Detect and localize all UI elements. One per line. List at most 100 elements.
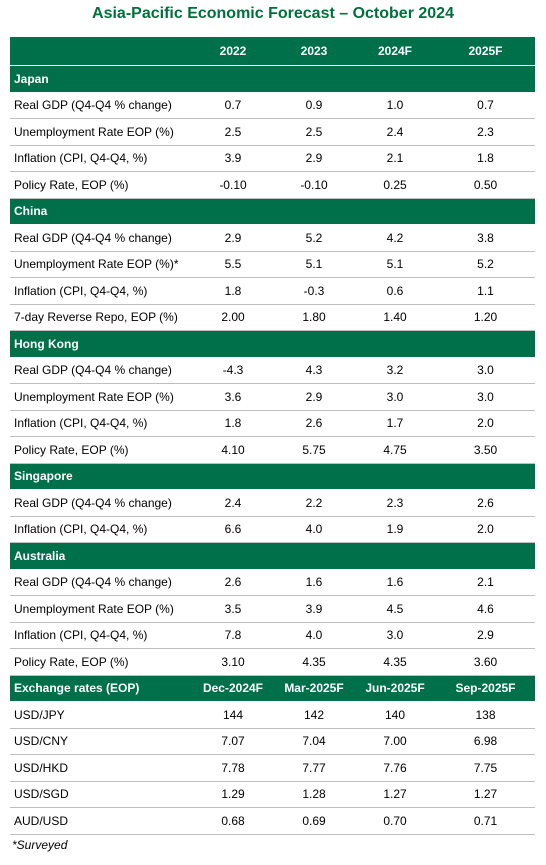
value: 5.2 xyxy=(274,224,354,252)
value: 5.2 xyxy=(436,251,535,278)
value: -0.3 xyxy=(274,277,354,305)
value: 138 xyxy=(436,701,535,729)
value: -0.10 xyxy=(274,171,354,199)
row-label: Real GDP (Q4-Q4 % change) xyxy=(10,489,192,517)
value: 3.50 xyxy=(436,436,535,464)
data-row: Real GDP (Q4-Q4 % change) 0.7 0.9 1.0 0.7 xyxy=(10,92,535,119)
value: 2.9 xyxy=(274,145,354,172)
value: 2.1 xyxy=(436,569,535,596)
data-row: Inflation (CPI, Q4-Q4, %) 1.8 -0.3 0.6 1.1 xyxy=(10,277,535,305)
value: 2.4 xyxy=(192,489,274,517)
value: 2.0 xyxy=(436,516,535,543)
section-name: Australia xyxy=(10,542,535,570)
row-label: Real GDP (Q4-Q4 % change) xyxy=(10,224,192,252)
value: 5.75 xyxy=(274,436,354,464)
row-label: Unemployment Rate EOP (%)* xyxy=(10,251,192,278)
value: 4.35 xyxy=(274,648,354,676)
row-label: Unemployment Rate EOP (%) xyxy=(10,118,192,146)
value: 2.6 xyxy=(192,569,274,596)
value: 3.10 xyxy=(192,648,274,676)
data-row: Inflation (CPI, Q4-Q4, %) 7.8 4.0 3.0 2.9 xyxy=(10,622,535,649)
value: 2.6 xyxy=(436,489,535,517)
row-label: Inflation (CPI, Q4-Q4, %) xyxy=(10,516,192,543)
value: 1.6 xyxy=(274,569,354,596)
value: 1.27 xyxy=(436,781,535,808)
value: 7.8 xyxy=(192,622,274,649)
value: -0.10 xyxy=(192,171,274,199)
data-row: Unemployment Rate EOP (%)* 5.5 5.1 5.1 5.2 xyxy=(10,251,535,278)
row-label: Unemployment Rate EOP (%) xyxy=(10,383,192,411)
value: 2.5 xyxy=(274,118,354,146)
value: 0.6 xyxy=(354,277,436,305)
data-row: Real GDP (Q4-Q4 % change) 2.6 1.6 1.6 2.1 xyxy=(10,569,535,596)
value: 144 xyxy=(192,701,274,729)
value: 2.2 xyxy=(274,489,354,517)
row-label: USD/JPY xyxy=(10,701,192,729)
value: 7.07 xyxy=(192,728,274,755)
value: 6.98 xyxy=(436,728,535,755)
value: 1.40 xyxy=(354,304,436,331)
value: 1.1 xyxy=(436,277,535,305)
value: 2.9 xyxy=(274,383,354,411)
value: 3.0 xyxy=(354,622,436,649)
data-row: Unemployment Rate EOP (%) 3.6 2.9 3.0 3.0 xyxy=(10,383,535,411)
row-label: Policy Rate, EOP (%) xyxy=(10,436,192,464)
value: 4.2 xyxy=(354,224,436,252)
header-row: 2022 2023 2024F 2025F xyxy=(10,37,535,66)
section-row: Singapore xyxy=(10,463,535,490)
value: 0.7 xyxy=(436,92,535,119)
data-row: Inflation (CPI, Q4-Q4, %) 6.6 4.0 1.9 2.0 xyxy=(10,516,535,543)
data-row: Real GDP (Q4-Q4 % change) 2.4 2.2 2.3 2.6 xyxy=(10,489,535,517)
value: 3.0 xyxy=(354,383,436,411)
section-row: Hong Kong xyxy=(10,330,535,358)
row-label: Inflation (CPI, Q4-Q4, %) xyxy=(10,410,192,437)
row-label: AUD/USD xyxy=(10,807,192,835)
value: 3.0 xyxy=(436,357,535,384)
data-row: Unemployment Rate EOP (%) 3.5 3.9 4.5 4.6 xyxy=(10,595,535,623)
row-label: Unemployment Rate EOP (%) xyxy=(10,595,192,623)
column-header: Dec-2024F xyxy=(192,675,274,702)
value: 0.7 xyxy=(192,92,274,119)
value: 0.69 xyxy=(274,807,354,835)
value: 3.9 xyxy=(274,595,354,623)
section-name: Japan xyxy=(10,65,535,93)
fx-row: USD/CNY 7.07 7.04 7.00 6.98 xyxy=(10,728,535,755)
value: 2.1 xyxy=(354,145,436,172)
value: 4.3 xyxy=(274,357,354,384)
value: 1.8 xyxy=(192,277,274,305)
fx-row: AUD/USD 0.68 0.69 0.70 0.71 xyxy=(10,807,535,835)
value: 7.75 xyxy=(436,754,535,782)
value: 3.5 xyxy=(192,595,274,623)
row-label: USD/SGD xyxy=(10,781,192,808)
value: 2.5 xyxy=(192,118,274,146)
fx-header: Exchange rates (EOP) xyxy=(10,675,192,702)
value: 3.8 xyxy=(436,224,535,252)
value: 0.71 xyxy=(436,807,535,835)
value: 4.5 xyxy=(354,595,436,623)
value: 0.9 xyxy=(274,92,354,119)
fx-row: USD/SGD 1.29 1.28 1.27 1.27 xyxy=(10,781,535,808)
value: 1.0 xyxy=(354,92,436,119)
value: 7.76 xyxy=(354,754,436,782)
value: 2.0 xyxy=(436,410,535,437)
fx-header-row: Exchange rates (EOP) Dec-2024F Mar-2025F Ju… xyxy=(10,675,535,702)
row-label: Inflation (CPI, Q4-Q4, %) xyxy=(10,622,192,649)
table-body: 2022 2023 2024F 2025F Japan Real GDP (Q4-Q4 %… xyxy=(10,37,535,835)
section-row: Japan xyxy=(10,65,535,93)
value: 2.4 xyxy=(354,118,436,146)
value: 1.8 xyxy=(436,145,535,172)
data-row: 7-day Reverse Repo, EOP (%) 2.00 1.80 1.40 1… xyxy=(10,304,535,331)
value: 2.3 xyxy=(354,489,436,517)
value: 1.80 xyxy=(274,304,354,331)
section-name: China xyxy=(10,198,535,225)
column-header: Mar-2025F xyxy=(274,675,354,702)
data-row: Policy Rate, EOP (%) 3.10 4.35 4.35 3.60 xyxy=(10,648,535,676)
column-header: 2024F xyxy=(354,37,436,66)
value: 0.25 xyxy=(354,171,436,199)
footnote: *Surveyed xyxy=(12,837,68,852)
value: 4.6 xyxy=(436,595,535,623)
column-header: 2022 xyxy=(192,37,274,66)
value: 7.04 xyxy=(274,728,354,755)
data-row: Inflation (CPI, Q4-Q4, %) 1.8 2.6 1.7 2.0 xyxy=(10,410,535,437)
